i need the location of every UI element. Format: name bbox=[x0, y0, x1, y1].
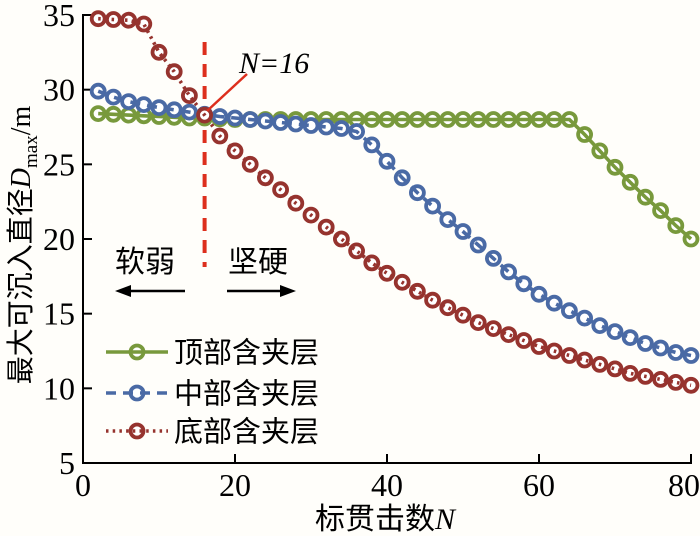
data-point-marker bbox=[484, 320, 502, 338]
data-point-marker bbox=[150, 43, 168, 61]
data-point-marker bbox=[652, 339, 669, 357]
data-point-marker bbox=[135, 15, 153, 33]
x-tick-label: 80 bbox=[668, 467, 700, 503]
series-line bbox=[97, 89, 692, 358]
x-axis-label-text: 标贯击数 bbox=[315, 503, 435, 536]
legend: 顶部含夹层 中部含夹层 底部含夹层 bbox=[106, 337, 319, 449]
legend-item-top: 顶部含夹层 bbox=[106, 337, 319, 370]
data-point-marker bbox=[454, 306, 472, 324]
data-point-marker bbox=[120, 11, 138, 29]
y-tick-label: 10 bbox=[43, 370, 75, 406]
data-point-marker bbox=[621, 364, 639, 382]
vline-annotation-rest: =16 bbox=[259, 47, 309, 80]
x-axis-label: 标贯击数N bbox=[315, 503, 457, 536]
data-point-marker bbox=[378, 264, 396, 282]
data-point-marker bbox=[637, 335, 654, 352]
y-tick-label: 25 bbox=[43, 146, 75, 182]
data-point-marker bbox=[561, 302, 578, 320]
data-point-marker bbox=[591, 317, 609, 335]
y-axis-label: 最大可沉入直径Dmax/m bbox=[5, 106, 42, 385]
data-point-marker bbox=[621, 329, 639, 347]
data-point-marker bbox=[561, 347, 578, 364]
data-point-marker bbox=[408, 282, 426, 300]
x-tick-label: 40 bbox=[371, 467, 403, 503]
data-point-marker bbox=[180, 87, 198, 104]
y-axis-label-text: 最大可沉入直径 bbox=[5, 188, 37, 384]
legend-item-bottom: 底部含夹层 bbox=[106, 416, 319, 449]
soft-zone-arrow bbox=[115, 285, 185, 297]
zone-label-soft: 软弱 bbox=[115, 246, 175, 279]
series-layer bbox=[89, 10, 700, 394]
data-point-marker bbox=[105, 88, 122, 106]
y-tick-label: 15 bbox=[43, 296, 75, 332]
data-point-marker bbox=[363, 254, 381, 272]
x-tick-label: 0 bbox=[75, 467, 91, 503]
data-point-marker bbox=[667, 373, 685, 391]
x-tick-label: 20 bbox=[219, 467, 251, 503]
legend-label-top: 顶部含夹层 bbox=[174, 337, 319, 370]
series-2 bbox=[89, 10, 700, 394]
data-point-marker bbox=[530, 338, 548, 355]
data-point-marker bbox=[500, 326, 518, 344]
y-tick-label: 35 bbox=[43, 0, 75, 33]
y-tick-label: 30 bbox=[43, 72, 75, 108]
data-point-marker bbox=[348, 242, 366, 260]
data-point-marker bbox=[606, 360, 624, 378]
data-point-marker bbox=[667, 344, 685, 361]
zone-label-hard: 坚硬 bbox=[228, 246, 288, 279]
vline-annotation: N=16 bbox=[238, 47, 309, 80]
annotation-leader-line bbox=[206, 73, 248, 112]
y-axis-label-sub: max bbox=[21, 135, 42, 168]
hard-zone-arrow bbox=[227, 285, 296, 297]
data-point-marker bbox=[469, 314, 487, 332]
legend-marker-bottom bbox=[128, 422, 146, 440]
data-point-marker bbox=[439, 299, 457, 317]
y-tick-label: 20 bbox=[43, 221, 75, 257]
x-tick-label: 60 bbox=[523, 467, 555, 503]
axes-layer: 5 10 15 20 25 30 35 0 20 40 60 80 bbox=[43, 0, 700, 503]
vline-annotation-var: N bbox=[238, 47, 261, 80]
y-axis-label-unit: /m bbox=[6, 106, 37, 136]
y-tick-label: 5 bbox=[59, 445, 75, 481]
series-1 bbox=[89, 82, 700, 364]
legend-label-middle: 中部含夹层 bbox=[174, 378, 319, 411]
data-point-marker bbox=[576, 309, 593, 327]
annotations: N=16 软弱 坚硬 bbox=[115, 47, 309, 297]
data-point-marker bbox=[652, 370, 669, 388]
legend-item-middle: 中部含夹层 bbox=[106, 378, 319, 411]
data-point-marker bbox=[332, 230, 350, 248]
data-point-marker bbox=[606, 323, 624, 341]
data-point-marker bbox=[576, 351, 593, 369]
legend-label-bottom: 底部含夹层 bbox=[174, 416, 319, 449]
y-axis-label-var: D bbox=[6, 168, 37, 189]
x-axis-label-var: N bbox=[434, 503, 457, 536]
